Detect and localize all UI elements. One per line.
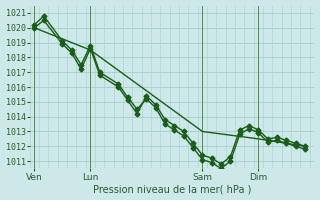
X-axis label: Pression niveau de la mer( hPa ): Pression niveau de la mer( hPa ) xyxy=(93,184,251,194)
